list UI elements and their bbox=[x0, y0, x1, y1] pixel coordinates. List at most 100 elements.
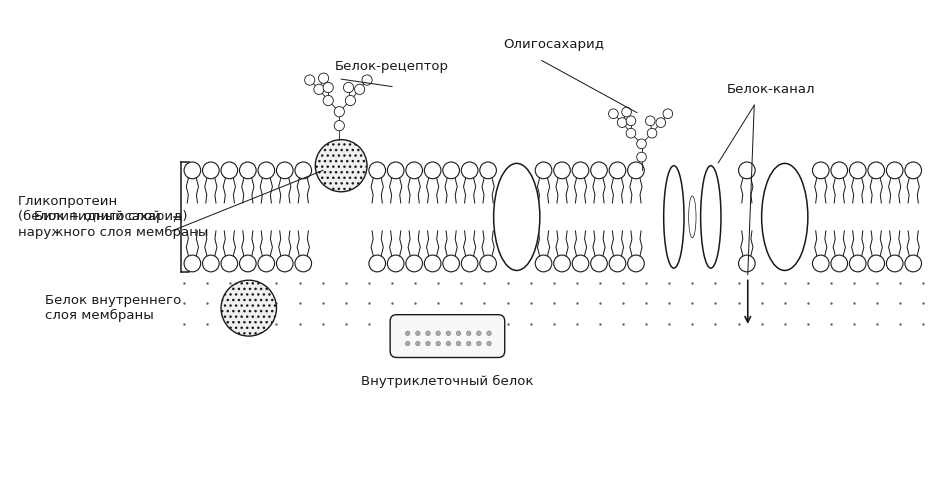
Ellipse shape bbox=[456, 331, 461, 336]
Ellipse shape bbox=[221, 255, 238, 272]
Ellipse shape bbox=[626, 128, 635, 138]
Ellipse shape bbox=[466, 341, 471, 346]
Ellipse shape bbox=[554, 255, 571, 272]
Ellipse shape bbox=[572, 162, 588, 179]
Ellipse shape bbox=[850, 162, 866, 179]
Ellipse shape bbox=[406, 255, 422, 272]
Ellipse shape bbox=[648, 128, 657, 138]
Ellipse shape bbox=[426, 331, 431, 336]
Ellipse shape bbox=[424, 255, 441, 272]
Ellipse shape bbox=[368, 162, 385, 179]
Ellipse shape bbox=[387, 162, 404, 179]
Ellipse shape bbox=[494, 163, 540, 270]
Ellipse shape bbox=[590, 162, 607, 179]
Ellipse shape bbox=[221, 162, 238, 179]
Text: Билипидный слой: Билипидный слой bbox=[34, 211, 161, 224]
Ellipse shape bbox=[831, 162, 848, 179]
Ellipse shape bbox=[905, 255, 921, 272]
Text: Гликопротеин
(белок + олигосахарид)
наружного слоя мембраны: Гликопротеин (белок + олигосахарид) нару… bbox=[18, 195, 208, 239]
Ellipse shape bbox=[886, 162, 903, 179]
Ellipse shape bbox=[609, 255, 626, 272]
Ellipse shape bbox=[202, 162, 219, 179]
Ellipse shape bbox=[466, 331, 471, 336]
Ellipse shape bbox=[319, 73, 329, 83]
Ellipse shape bbox=[240, 162, 256, 179]
Ellipse shape bbox=[868, 255, 885, 272]
Ellipse shape bbox=[368, 255, 385, 272]
Ellipse shape bbox=[664, 166, 684, 268]
Ellipse shape bbox=[462, 255, 478, 272]
Ellipse shape bbox=[554, 162, 571, 179]
Ellipse shape bbox=[618, 118, 627, 127]
Ellipse shape bbox=[258, 255, 274, 272]
Ellipse shape bbox=[689, 196, 696, 238]
Ellipse shape bbox=[700, 166, 721, 268]
Ellipse shape bbox=[443, 255, 460, 272]
Ellipse shape bbox=[628, 255, 644, 272]
Ellipse shape bbox=[387, 255, 404, 272]
Ellipse shape bbox=[636, 152, 647, 162]
Ellipse shape bbox=[221, 280, 276, 336]
FancyBboxPatch shape bbox=[390, 315, 505, 357]
Ellipse shape bbox=[258, 162, 274, 179]
Ellipse shape bbox=[184, 255, 201, 272]
Ellipse shape bbox=[868, 162, 885, 179]
Ellipse shape bbox=[315, 140, 367, 192]
Ellipse shape bbox=[462, 162, 478, 179]
Ellipse shape bbox=[323, 82, 334, 93]
Ellipse shape bbox=[535, 255, 552, 272]
Ellipse shape bbox=[621, 107, 632, 117]
Ellipse shape bbox=[905, 162, 921, 179]
Ellipse shape bbox=[436, 331, 441, 336]
Ellipse shape bbox=[415, 331, 420, 336]
Ellipse shape bbox=[590, 255, 607, 272]
Ellipse shape bbox=[812, 255, 829, 272]
Ellipse shape bbox=[850, 255, 866, 272]
Ellipse shape bbox=[354, 84, 365, 94]
Ellipse shape bbox=[424, 162, 441, 179]
Ellipse shape bbox=[323, 95, 334, 106]
Ellipse shape bbox=[446, 331, 450, 336]
Ellipse shape bbox=[535, 162, 552, 179]
Ellipse shape bbox=[479, 255, 496, 272]
Ellipse shape bbox=[812, 162, 829, 179]
Text: Олигосахарид: Олигосахарид bbox=[503, 38, 604, 51]
Ellipse shape bbox=[831, 255, 848, 272]
Ellipse shape bbox=[761, 163, 807, 270]
Ellipse shape bbox=[343, 82, 353, 93]
Ellipse shape bbox=[345, 95, 355, 106]
Ellipse shape bbox=[477, 331, 481, 336]
Ellipse shape bbox=[479, 162, 496, 179]
Ellipse shape bbox=[628, 162, 644, 179]
Ellipse shape bbox=[436, 341, 441, 346]
Ellipse shape bbox=[886, 255, 903, 272]
Ellipse shape bbox=[406, 162, 422, 179]
Ellipse shape bbox=[276, 255, 293, 272]
Ellipse shape bbox=[477, 341, 481, 346]
Ellipse shape bbox=[608, 109, 619, 119]
Ellipse shape bbox=[295, 255, 311, 272]
Ellipse shape bbox=[663, 109, 673, 119]
Ellipse shape bbox=[405, 331, 410, 336]
Ellipse shape bbox=[202, 255, 219, 272]
Ellipse shape bbox=[443, 162, 460, 179]
Ellipse shape bbox=[335, 107, 344, 117]
Ellipse shape bbox=[305, 75, 315, 85]
Text: Белок-рецептор: Белок-рецептор bbox=[335, 59, 449, 73]
Text: Белок-канал: Белок-канал bbox=[727, 83, 815, 96]
Ellipse shape bbox=[446, 341, 450, 346]
Ellipse shape bbox=[415, 341, 420, 346]
Ellipse shape bbox=[295, 162, 311, 179]
Ellipse shape bbox=[636, 139, 647, 149]
Ellipse shape bbox=[456, 341, 461, 346]
Ellipse shape bbox=[487, 341, 492, 346]
Ellipse shape bbox=[362, 75, 372, 85]
Text: Внутриклеточный белок: Внутриклеточный белок bbox=[361, 375, 534, 388]
Ellipse shape bbox=[739, 162, 755, 179]
Ellipse shape bbox=[626, 116, 635, 126]
Text: Белок внутреннего
слоя мембраны: Белок внутреннего слоя мембраны bbox=[45, 294, 181, 322]
Ellipse shape bbox=[739, 255, 755, 272]
Ellipse shape bbox=[335, 121, 344, 131]
Ellipse shape bbox=[240, 255, 256, 272]
Ellipse shape bbox=[609, 162, 626, 179]
